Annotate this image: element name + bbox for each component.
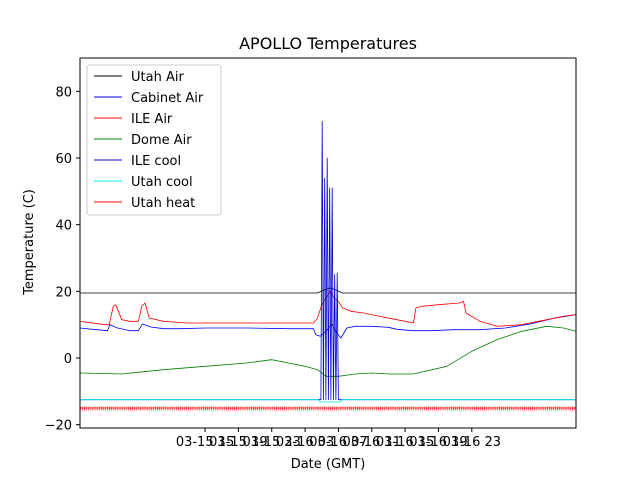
y-tick-label: −20 — [45, 419, 72, 434]
x-tick-label: 03-16 19 — [409, 435, 467, 450]
plot-frame — [79, 57, 577, 429]
chart-title: APOLLO Temperatures — [239, 34, 417, 53]
y-tick-label: 80 — [55, 85, 72, 100]
legend-label-utah-heat: Utah heat — [131, 196, 195, 211]
y-tick-label: 40 — [55, 219, 72, 234]
heater-marks-layer — [80, 406, 575, 411]
legend-label-utah-air: Utah Air — [131, 70, 184, 85]
x-tick-label: 03-16 07 — [309, 435, 367, 450]
x-tick-label: 03-16 11 — [343, 435, 401, 450]
x-tick-label: 03-16 15 — [376, 435, 434, 450]
y-axis-label: Temperature (C) — [22, 189, 37, 296]
legend: Utah Air Cabinet Air ILE Air Dome Air ILE co… — [86, 64, 222, 216]
x-tick-label: 03-15 15 — [176, 435, 234, 450]
y-tick-label: 0 — [64, 352, 72, 367]
x-tick-label: 03-16 23 — [443, 435, 501, 450]
y-tick-label: 20 — [55, 285, 72, 300]
legend-label-ile-cool: ILE cool — [131, 154, 181, 169]
series-line-utah-cool — [80, 399, 576, 403]
y-tick-label: 60 — [55, 152, 72, 167]
x-axis-label: Date (GMT) — [291, 457, 366, 472]
series-line-dome-air — [80, 325, 576, 377]
x-tick-label: 03-15 19 — [209, 435, 267, 450]
series-line-ile-cool — [80, 120, 576, 401]
legend-label-utah-cool: Utah cool — [131, 175, 193, 190]
x-tick-label: 03-15 23 — [243, 435, 301, 450]
legend-label-ile-air: ILE Air — [131, 112, 173, 127]
legend-label-dome-air: Dome Air — [131, 133, 192, 148]
x-tick-label: 03-16 03 — [276, 435, 334, 450]
legend-label-cabinet-air: Cabinet Air — [131, 91, 204, 106]
legend-frame — [86, 64, 222, 216]
